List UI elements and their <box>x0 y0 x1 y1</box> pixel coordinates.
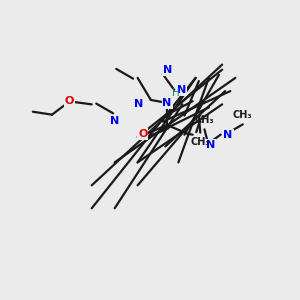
Text: N: N <box>206 140 215 150</box>
Text: CH₃: CH₃ <box>190 137 210 147</box>
Text: N: N <box>110 116 119 126</box>
Text: O: O <box>138 129 148 139</box>
Text: CH₃: CH₃ <box>233 110 253 120</box>
Text: N: N <box>224 130 233 140</box>
Text: N: N <box>134 99 144 110</box>
Text: O: O <box>65 96 74 106</box>
Text: H: H <box>172 88 180 98</box>
Text: CH₃: CH₃ <box>195 115 214 125</box>
Text: N: N <box>177 85 186 94</box>
Text: N: N <box>163 65 172 75</box>
Text: N: N <box>162 98 172 108</box>
